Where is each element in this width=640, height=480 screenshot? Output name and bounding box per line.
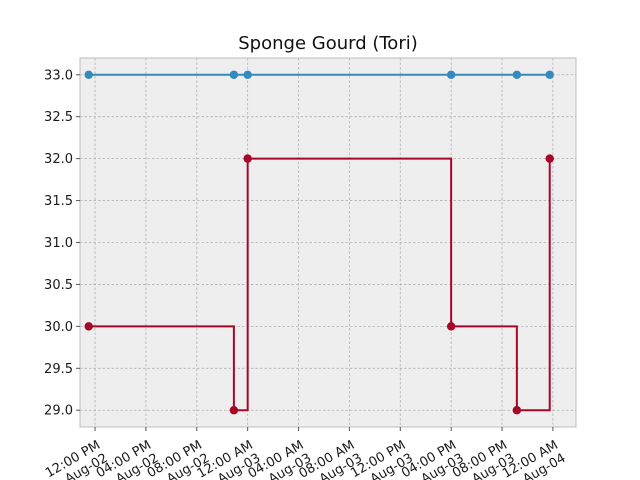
y-tick-label: 31.5 <box>44 194 73 209</box>
y-tick-label: 33.0 <box>44 68 73 83</box>
chart-title: Sponge Gourd (Tori) <box>238 33 418 54</box>
y-tick-label: 32.0 <box>44 152 73 167</box>
data-point <box>545 154 554 163</box>
series-1 <box>84 70 554 79</box>
data-point <box>243 154 252 163</box>
y-axis: 29.0 29.5 30.0 30.5 31.0 31.5 32.0 32.5 33.0 <box>44 68 80 419</box>
series-2 <box>84 154 554 415</box>
data-point <box>243 70 252 79</box>
y-tick-label: 29.5 <box>44 362 73 377</box>
data-point <box>512 406 522 415</box>
data-point <box>84 322 93 331</box>
series-line <box>88 157 551 412</box>
y-tick-label: 29.0 <box>44 404 73 419</box>
y-tick-label: 31.0 <box>44 236 73 251</box>
y-tick-label: 30.0 <box>44 320 73 335</box>
y-tick-label: 32.5 <box>44 110 73 125</box>
data-point <box>84 70 93 79</box>
y-tick-label: 30.5 <box>44 278 73 293</box>
data-point <box>229 406 239 415</box>
series-layer <box>84 70 554 415</box>
data-point <box>545 70 554 79</box>
data-point <box>229 70 239 79</box>
data-point <box>446 322 456 331</box>
data-point <box>512 70 522 79</box>
data-point <box>446 70 456 79</box>
